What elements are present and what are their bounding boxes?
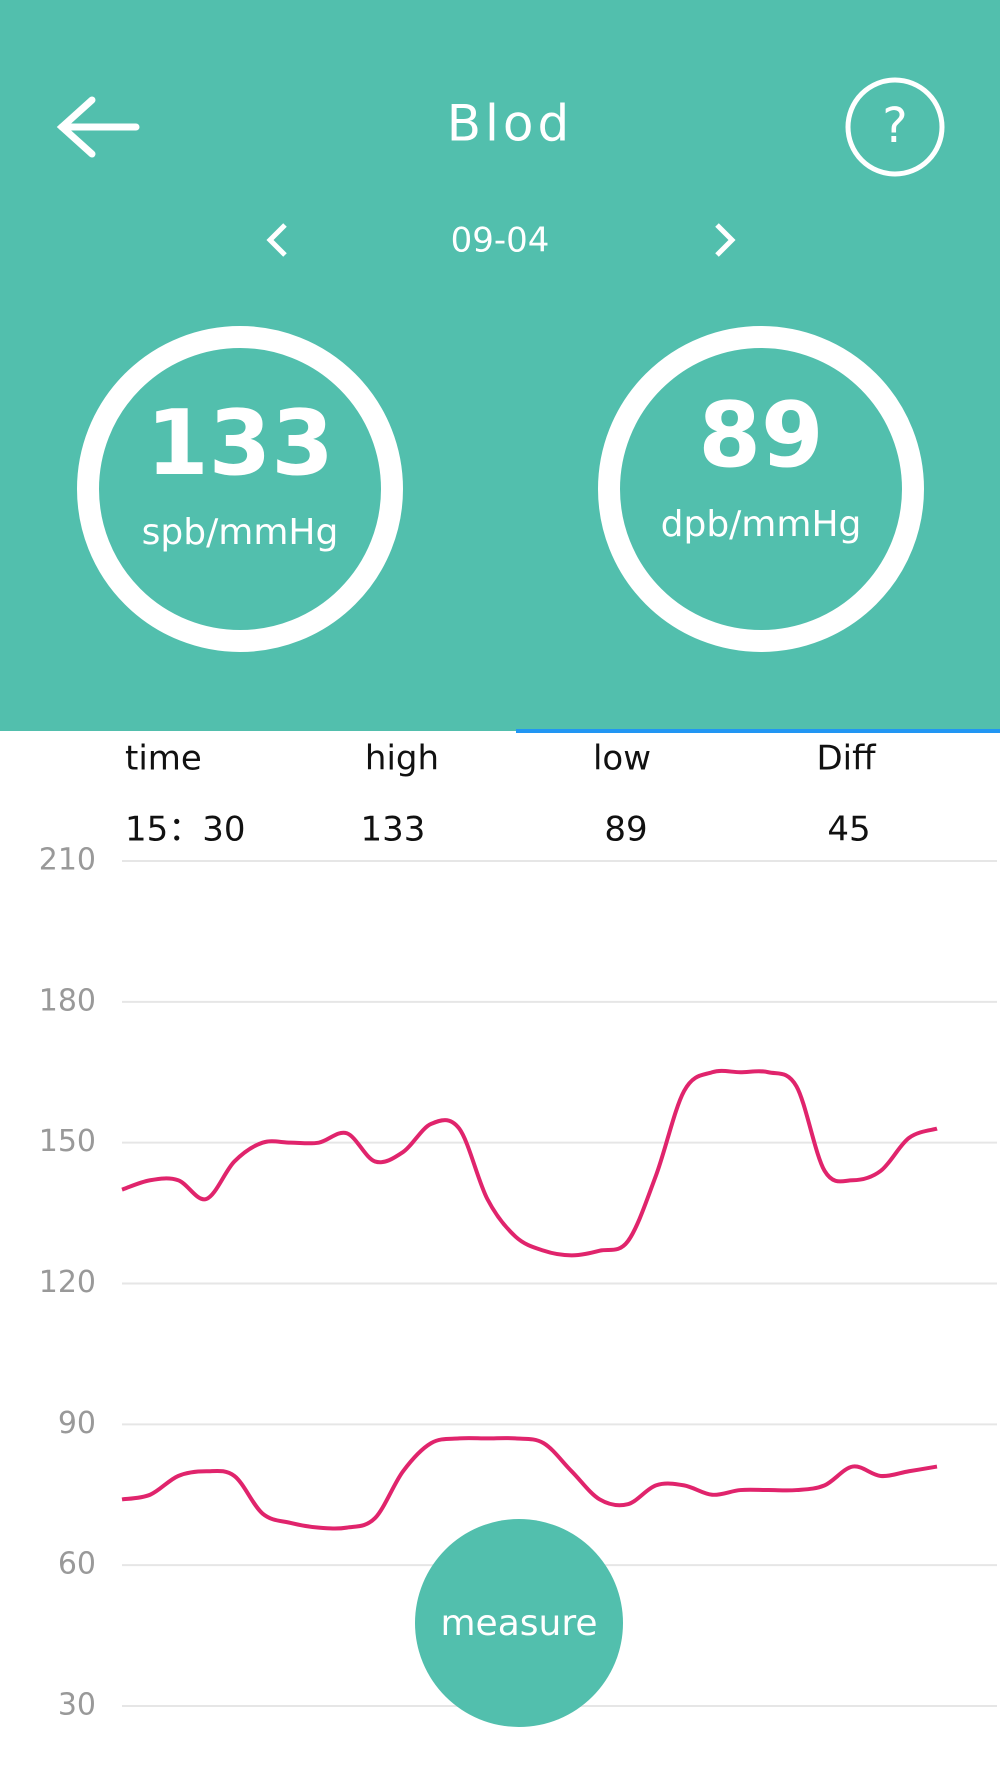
y-tick-label: 120 [39,1265,96,1300]
y-tick-label: 90 [58,1406,96,1441]
y-tick-label: 180 [39,983,96,1018]
y-tick-label: 30 [58,1688,96,1723]
table-header: Diff [816,739,877,779]
y-tick-label: 150 [39,1124,96,1159]
table-cell: 45 [827,810,870,850]
title: Blod [447,95,574,153]
back-button[interactable] [56,96,140,158]
button-label[interactable]: measure [440,1603,597,1644]
help-button[interactable]: ? [845,77,945,177]
table-header: low [593,739,651,779]
reading-ring [598,326,924,652]
reading-value: 133 [146,391,334,496]
next-date[interactable] [715,223,736,257]
table-cell: 89 [604,810,647,850]
y-tick-label: 210 [39,843,96,878]
data-line [121,1436,938,1531]
table-cell: 15：30 [125,810,246,850]
y-tick-label: 60 [58,1547,96,1582]
table-header: high [365,739,439,779]
reading-ring [77,326,403,652]
svg-text:?: ? [882,98,907,154]
measure-button[interactable]: measure [415,1519,623,1727]
data-line [121,1068,938,1258]
table-cell: 133 [361,810,426,850]
prev-date[interactable] [266,223,287,257]
reading-value: 89 [698,383,823,488]
reading-unit: dpb/mmHg [661,504,862,545]
date: 09-04 [451,221,550,261]
reading-unit: spb/mmHg [142,512,339,553]
table-header: time [125,739,202,779]
chart: 30 60 90 120 150 180 210 [39,843,997,1723]
